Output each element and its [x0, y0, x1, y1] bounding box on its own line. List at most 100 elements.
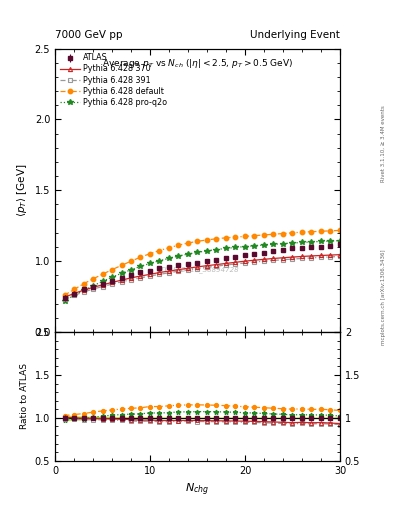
- Pythia 6.428 pro-q2o: [91, 283, 95, 289]
- Pythia 6.428 391: [176, 268, 181, 274]
- Pythia 6.428 370: [119, 277, 124, 283]
- Line: Pythia 6.428 default: Pythia 6.428 default: [62, 228, 342, 297]
- Pythia 6.428 370: [148, 271, 152, 278]
- Pythia 6.428 pro-q2o: [262, 242, 266, 248]
- Pythia 6.428 pro-q2o: [176, 253, 181, 259]
- Pythia 6.428 370: [328, 252, 333, 258]
- Line: Pythia 6.428 pro-q2o: Pythia 6.428 pro-q2o: [62, 238, 343, 304]
- Pythia 6.428 370: [110, 280, 114, 286]
- Pythia 6.428 391: [271, 258, 276, 264]
- Pythia 6.428 default: [338, 227, 342, 233]
- Text: ATLAS_2010_S8894728: ATLAS_2010_S8894728: [156, 266, 239, 273]
- Pythia 6.428 370: [81, 287, 86, 293]
- Y-axis label: $\langle p_T \rangle$ [GeV]: $\langle p_T \rangle$ [GeV]: [15, 163, 29, 217]
- Pythia 6.428 default: [224, 234, 228, 241]
- Pythia 6.428 default: [81, 281, 86, 287]
- Pythia 6.428 pro-q2o: [338, 238, 342, 244]
- Pythia 6.428 370: [138, 273, 143, 279]
- Legend: ATLAS, Pythia 6.428 370, Pythia 6.428 391, Pythia 6.428 default, Pythia 6.428 pr: ATLAS, Pythia 6.428 370, Pythia 6.428 39…: [57, 51, 170, 109]
- Pythia 6.428 391: [110, 281, 114, 287]
- Pythia 6.428 391: [205, 264, 209, 270]
- Pythia 6.428 default: [195, 238, 200, 244]
- Pythia 6.428 default: [328, 228, 333, 234]
- Pythia 6.428 pro-q2o: [214, 246, 219, 252]
- Pythia 6.428 pro-q2o: [233, 244, 238, 250]
- Pythia 6.428 391: [299, 255, 304, 262]
- Pythia 6.428 370: [290, 254, 295, 260]
- Pythia 6.428 default: [148, 250, 152, 257]
- Pythia 6.428 default: [91, 276, 95, 282]
- Pythia 6.428 370: [252, 257, 257, 263]
- Pythia 6.428 391: [262, 258, 266, 264]
- Pythia 6.428 391: [338, 253, 342, 260]
- Pythia 6.428 default: [290, 230, 295, 236]
- Pythia 6.428 pro-q2o: [148, 261, 152, 267]
- Pythia 6.428 370: [185, 265, 190, 271]
- Pythia 6.428 pro-q2o: [110, 274, 114, 280]
- Pythia 6.428 pro-q2o: [81, 287, 86, 293]
- Text: Average $p_T$ vs $N_{ch}$ ($|\eta| < 2.5$, $p_T > 0.5$ GeV): Average $p_T$ vs $N_{ch}$ ($|\eta| < 2.5…: [102, 57, 293, 70]
- Pythia 6.428 370: [129, 275, 133, 281]
- Text: 7000 GeV pp: 7000 GeV pp: [55, 30, 123, 40]
- Pythia 6.428 370: [262, 256, 266, 262]
- Pythia 6.428 391: [148, 273, 152, 279]
- Pythia 6.428 pro-q2o: [309, 239, 314, 245]
- Pythia 6.428 default: [281, 230, 285, 237]
- Pythia 6.428 370: [62, 294, 67, 301]
- Pythia 6.428 370: [233, 259, 238, 265]
- Pythia 6.428 391: [252, 259, 257, 265]
- Line: Pythia 6.428 391: Pythia 6.428 391: [62, 254, 342, 302]
- Pythia 6.428 pro-q2o: [281, 241, 285, 247]
- Pythia 6.428 pro-q2o: [167, 255, 171, 262]
- Pythia 6.428 pro-q2o: [138, 263, 143, 269]
- Pythia 6.428 default: [319, 228, 323, 234]
- Text: mcplots.cern.ch [arXiv:1306.3436]: mcplots.cern.ch [arXiv:1306.3436]: [381, 249, 386, 345]
- Pythia 6.428 370: [271, 255, 276, 262]
- Pythia 6.428 391: [81, 289, 86, 295]
- X-axis label: $N_{chg}$: $N_{chg}$: [185, 481, 209, 498]
- Pythia 6.428 391: [281, 257, 285, 263]
- Pythia 6.428 default: [185, 240, 190, 246]
- Pythia 6.428 pro-q2o: [271, 241, 276, 247]
- Pythia 6.428 370: [319, 252, 323, 259]
- Pythia 6.428 default: [157, 247, 162, 253]
- Y-axis label: Ratio to ATLAS: Ratio to ATLAS: [20, 364, 29, 430]
- Pythia 6.428 370: [100, 282, 105, 288]
- Pythia 6.428 default: [176, 242, 181, 248]
- Pythia 6.428 default: [138, 254, 143, 260]
- Pythia 6.428 391: [319, 254, 323, 261]
- Pythia 6.428 pro-q2o: [72, 292, 76, 298]
- Pythia 6.428 default: [62, 292, 67, 298]
- Pythia 6.428 default: [205, 237, 209, 243]
- Pythia 6.428 370: [309, 253, 314, 259]
- Pythia 6.428 default: [129, 258, 133, 264]
- Pythia 6.428 pro-q2o: [157, 258, 162, 264]
- Pythia 6.428 default: [309, 229, 314, 235]
- Pythia 6.428 391: [224, 262, 228, 268]
- Pythia 6.428 default: [72, 286, 76, 292]
- Pythia 6.428 391: [185, 267, 190, 273]
- Pythia 6.428 391: [309, 255, 314, 261]
- Pythia 6.428 370: [338, 251, 342, 258]
- Pythia 6.428 370: [195, 264, 200, 270]
- Pythia 6.428 default: [100, 271, 105, 278]
- Text: Underlying Event: Underlying Event: [250, 30, 340, 40]
- Pythia 6.428 391: [91, 286, 95, 292]
- Pythia 6.428 391: [290, 256, 295, 262]
- Pythia 6.428 default: [110, 267, 114, 273]
- Pythia 6.428 370: [72, 290, 76, 296]
- Pythia 6.428 pro-q2o: [119, 270, 124, 276]
- Text: Rivet 3.1.10, ≥ 3.4M events: Rivet 3.1.10, ≥ 3.4M events: [381, 105, 386, 182]
- Pythia 6.428 default: [233, 234, 238, 240]
- Line: Pythia 6.428 370: Pythia 6.428 370: [62, 252, 342, 300]
- Pythia 6.428 370: [242, 258, 247, 264]
- Pythia 6.428 pro-q2o: [299, 240, 304, 246]
- Pythia 6.428 391: [157, 271, 162, 278]
- Pythia 6.428 pro-q2o: [195, 249, 200, 255]
- Pythia 6.428 default: [252, 232, 257, 239]
- Pythia 6.428 370: [157, 269, 162, 275]
- Pythia 6.428 391: [167, 270, 171, 276]
- Pythia 6.428 pro-q2o: [205, 248, 209, 254]
- Pythia 6.428 default: [299, 229, 304, 235]
- Pythia 6.428 391: [72, 292, 76, 298]
